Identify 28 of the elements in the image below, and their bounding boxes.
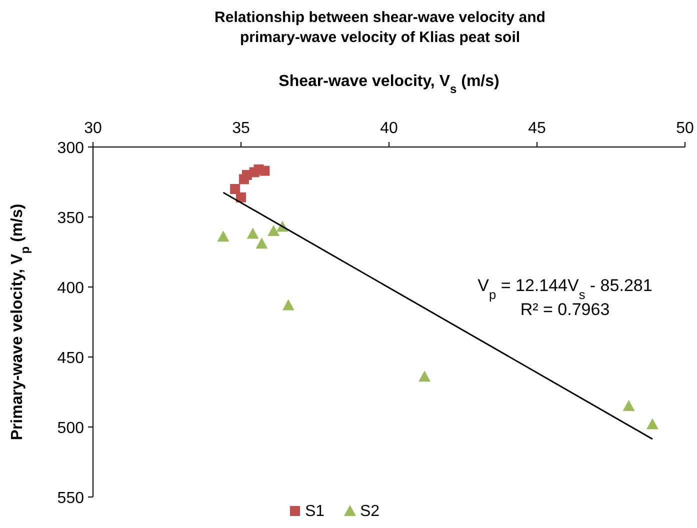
point xyxy=(646,418,658,430)
y-tick-label: 300 xyxy=(57,140,84,157)
point xyxy=(236,192,246,202)
chart-title: Relationship between shear-wave velocity and primary-wave velocity of Klias peat soil xyxy=(214,9,546,46)
annotation: R² = 0.7963 xyxy=(520,300,610,319)
y-tick-label: 400 xyxy=(57,280,84,297)
y-tick-label: 450 xyxy=(57,350,84,367)
point xyxy=(246,228,259,239)
x-axis-title: Shear-wave velocity, V$_{s}$ (m/s) xyxy=(278,73,500,96)
y-tick-label: 350 xyxy=(57,210,84,227)
point xyxy=(268,225,280,236)
annotation: V$_{p}$ = 12.144V$_{s}$ - 85.281 xyxy=(478,276,652,302)
legend-label: S1 xyxy=(305,503,325,520)
x-tick-label: 40 xyxy=(380,120,398,137)
x-tick-label: 35 xyxy=(232,120,250,137)
x-tick-label: 30 xyxy=(84,120,102,137)
point xyxy=(256,238,268,249)
point xyxy=(622,400,635,411)
x-tick-label: 45 xyxy=(528,120,546,137)
legend-label: S2 xyxy=(360,503,380,520)
x-tick-label: 50 xyxy=(676,120,694,137)
y-tick-label: 500 xyxy=(57,420,84,437)
point xyxy=(217,230,230,242)
point xyxy=(282,299,294,310)
point xyxy=(418,370,431,382)
point xyxy=(260,166,270,176)
y-tick-label: 550 xyxy=(57,490,84,507)
point xyxy=(230,184,240,194)
